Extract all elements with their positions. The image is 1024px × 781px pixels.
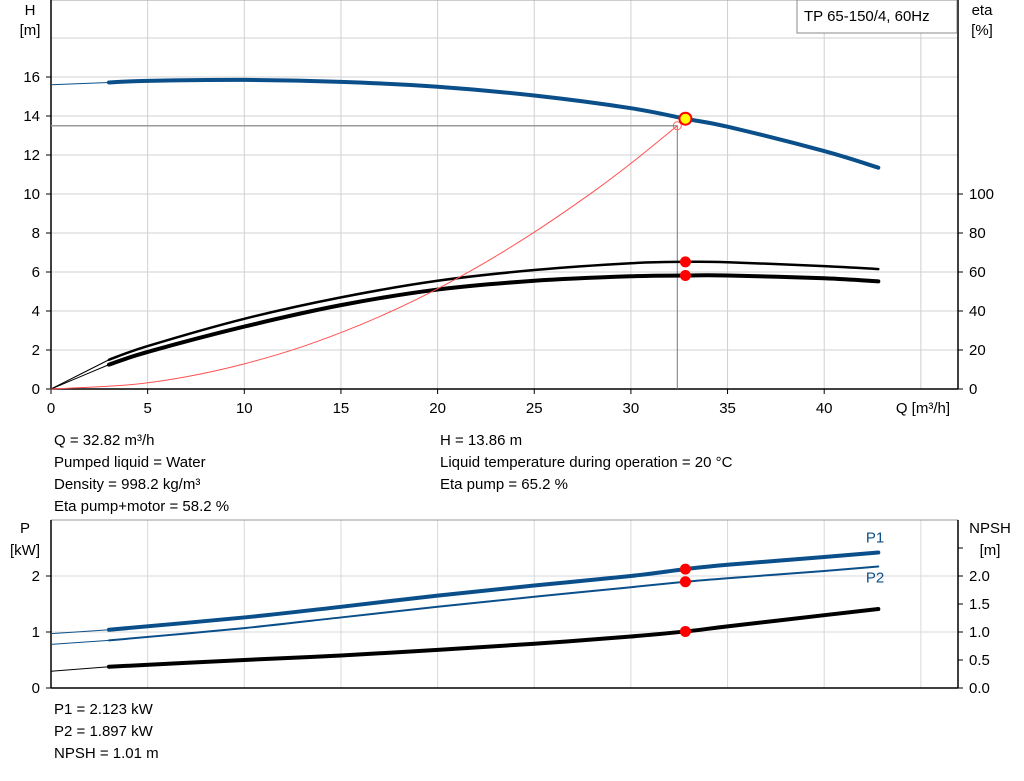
required-point-marker: [672, 121, 682, 131]
y-tick-label-right: 100: [969, 186, 994, 203]
y-tick-label-right: 40: [969, 303, 986, 320]
info-left: Q = 32.82 m³/h Pumped liquid = Water Den…: [54, 430, 229, 518]
info-liquid: Pumped liquid = Water: [54, 454, 206, 471]
y-axis-label-right-unit: [m]: [980, 542, 1001, 559]
y-axis-label-right: NPSH: [969, 520, 1011, 537]
info-eta-pump-motor: Eta pump+motor = 58.2 %: [54, 498, 230, 515]
y-tick-label-left: 6: [32, 264, 40, 281]
y-tick-label-right: 2.0: [969, 568, 990, 585]
curve-system_curve: [50, 125, 678, 390]
y-tick-label-right: 0.0: [969, 680, 990, 697]
x-tick-label: 35: [719, 400, 736, 417]
y-tick-label-left: 0: [32, 381, 40, 398]
y-axis-label-right: eta: [972, 2, 994, 19]
y-axis-label-left-unit: [kW]: [10, 542, 40, 559]
curve-eta_pump-extrapolated: [50, 359, 110, 390]
y-axis-label-left: P: [20, 520, 30, 537]
info-right: H = 13.86 m Liquid temperature during op…: [440, 430, 732, 496]
curve-H-extrapolated: [50, 81, 110, 86]
duty-marker-head: [678, 111, 693, 126]
chart-title: TP 65-150/4, 60Hz: [804, 8, 930, 25]
curve-eta_pump_motor-extrapolated: [50, 364, 110, 390]
series-label-P2: P2: [866, 569, 884, 586]
info-p1: P1 = 2.123 kW: [54, 701, 153, 718]
y-tick-label-left: 12: [23, 147, 40, 164]
curve-P1-extrapolated: [50, 629, 110, 635]
x-tick-label: 40: [816, 400, 833, 417]
series-label-P1: P1: [866, 529, 884, 546]
x-tick-label: 20: [429, 400, 446, 417]
x-axis-label: Q [m³/h]: [896, 400, 950, 417]
x-tick-label: 10: [236, 400, 253, 417]
y-tick-label-right: 0.5: [969, 652, 990, 669]
info-q: Q = 32.82 m³/h: [54, 432, 155, 449]
curve-eta_pump_motor: [106, 273, 881, 367]
duty-marker-eta-pump: [679, 256, 691, 268]
info-h: H = 13.86 m: [440, 432, 523, 449]
y-tick-label-right: 1.0: [969, 624, 990, 641]
x-tick-label: 25: [526, 400, 543, 417]
x-tick-label: 15: [333, 400, 350, 417]
x-tick-label: 5: [143, 400, 151, 417]
info-p2: P2 = 1.897 kW: [54, 723, 153, 740]
y-tick-label-left: 10: [23, 186, 40, 203]
info-eta-pump: Eta pump = 65.2 %: [440, 476, 568, 493]
title-box: [796, 0, 958, 34]
x-tick-label: 30: [623, 400, 640, 417]
info-bottom: P1 = 2.123 kW P2 = 1.897 kW NPSH = 1.01 …: [54, 699, 159, 765]
y-axis-label-right-unit: [%]: [971, 22, 993, 39]
x-tick-label: 0: [47, 400, 55, 417]
y-axis-label-left: H: [25, 2, 36, 19]
y-tick-label-left: 8: [32, 225, 40, 242]
y-tick-label-left: 4: [32, 303, 40, 320]
y-tick-label-left: 2: [32, 342, 40, 359]
y-tick-label-left: 16: [23, 69, 40, 86]
curve-NPSH-extrapolated: [50, 666, 110, 672]
y-tick-label-left: 0: [32, 680, 40, 697]
duty-marker-eta-pump-motor: [679, 270, 691, 282]
duty-marker-p2: [679, 576, 691, 588]
y-tick-label-right: 1.5: [969, 596, 990, 613]
y-axis-label-left-unit: [m]: [20, 22, 41, 39]
curve-eta_pump: [107, 260, 880, 361]
curve-P2-extrapolated: [50, 639, 110, 645]
curve-NPSH: [106, 607, 881, 669]
y-tick-label-right: 80: [969, 225, 986, 242]
y-tick-label-right: 60: [969, 264, 986, 281]
y-tick-label-right: 0: [969, 381, 977, 398]
info-npsh: NPSH = 1.01 m: [54, 745, 159, 762]
duty-marker-npsh: [679, 625, 691, 637]
y-tick-label-right: 20: [969, 342, 986, 359]
curve-P1: [106, 550, 881, 632]
info-density: Density = 998.2 kg/m³: [54, 476, 201, 493]
info-temperature: Liquid temperature during operation = 20…: [440, 454, 733, 471]
y-tick-label-left: 14: [23, 108, 40, 125]
curve-H: [106, 77, 881, 170]
duty-marker-p1: [679, 563, 691, 575]
y-tick-label-left: 2: [32, 568, 40, 585]
y-tick-label-left: 1: [32, 624, 40, 641]
curve-P2: [107, 565, 880, 642]
